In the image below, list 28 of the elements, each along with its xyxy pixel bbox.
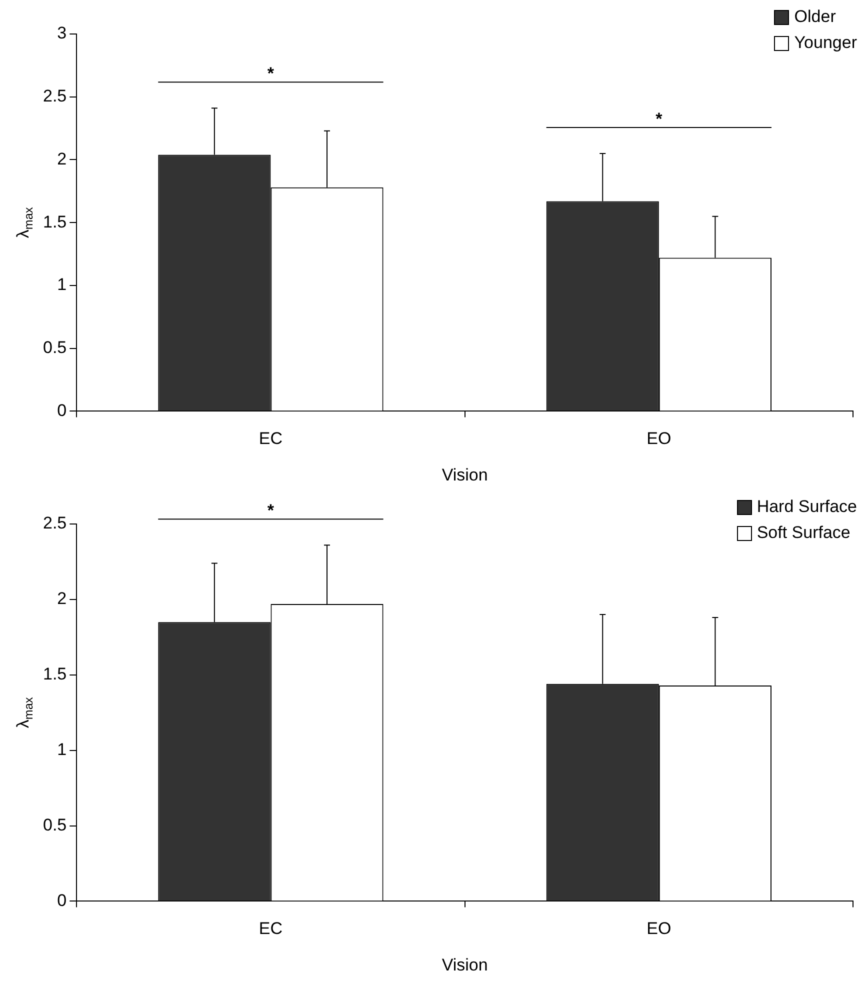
text: * (267, 501, 274, 520)
annotation: * (656, 109, 663, 128)
text: Soft Surface (756, 522, 850, 544)
x-tick-label: EO (646, 919, 672, 938)
y-tick-label: 1.5 (42, 212, 67, 232)
x-axis-title: Vision (442, 465, 488, 484)
x-tick-label: EC (258, 429, 283, 448)
x-axis-title: Vision (442, 955, 488, 974)
y-axis-title: λmax (14, 207, 36, 238)
legend-label: Older (794, 6, 836, 28)
y-tick-label: 3 (57, 24, 67, 43)
x-tick-label: EO (646, 429, 672, 448)
text: Younger (794, 32, 857, 54)
y-tick-label: 2.5 (42, 514, 67, 533)
annotation: * (267, 64, 274, 84)
y-tick-label: 1 (57, 275, 67, 294)
y-tick-label: 1.5 (42, 664, 67, 684)
y-tick-label: 2 (57, 149, 67, 168)
y-axis-title: λmax (14, 697, 36, 728)
y-tick-label: 0.5 (42, 815, 67, 834)
y-tick-label: 1 (57, 740, 67, 760)
y-tick-label: 0 (57, 890, 67, 910)
legend-label: Hard Surface (756, 496, 857, 518)
y-tick-label: 2.5 (42, 86, 67, 106)
y-tick-label: 0 (57, 400, 67, 420)
y-tick-label: 0.5 (42, 338, 67, 358)
y-tick-label: 2 (57, 589, 67, 608)
x-tick-label: EC (258, 919, 283, 938)
